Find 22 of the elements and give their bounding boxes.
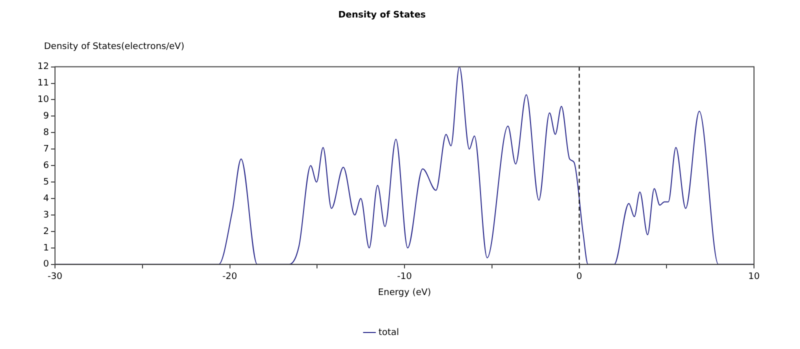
chart-title: Density of States xyxy=(338,10,426,21)
y-tick-label: 10 xyxy=(38,95,50,106)
y-tick-label: 6 xyxy=(43,160,50,171)
y-tick-label: 0 xyxy=(43,260,50,270)
y-tick-label: 8 xyxy=(43,128,50,138)
y-tick-label: 9 xyxy=(43,112,50,122)
x-tick-label: 10 xyxy=(748,272,760,282)
y-tick-label: 4 xyxy=(43,194,50,204)
y-tick-label: 3 xyxy=(43,210,49,220)
y-tick-label: 5 xyxy=(43,177,49,188)
y-tick-label: 7 xyxy=(43,144,49,154)
x-axis-title: Energy (eV) xyxy=(378,288,432,298)
y-tick-label: 11 xyxy=(38,78,49,89)
y-tick-label: 1 xyxy=(43,243,49,254)
x-tick-label: -10 xyxy=(397,272,412,282)
x-tick-label: -30 xyxy=(48,272,63,282)
legend-label: total xyxy=(378,328,400,338)
x-tick-label: 0 xyxy=(576,272,582,282)
y-tick-label: 12 xyxy=(38,62,49,72)
y-tick-label: 2 xyxy=(43,226,49,237)
y-axis-title: Density of States(electrons/eV) xyxy=(44,42,184,52)
x-tick-label: -20 xyxy=(222,272,238,282)
